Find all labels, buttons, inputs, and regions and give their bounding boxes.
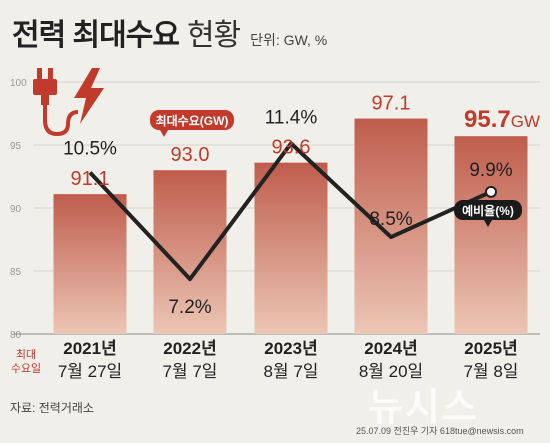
y-tick-label: 95 (10, 141, 22, 152)
y-tick-label: 90 (10, 204, 22, 215)
bar-value-label: 97.1 (372, 93, 411, 115)
bar-2021년 (53, 194, 127, 334)
power-plug-lightning-icon (33, 68, 104, 137)
callout-text: 최대수요(GW) (156, 113, 229, 128)
chart-title-suffix: 현황 (186, 19, 241, 52)
rate-value-label: 9.9% (469, 160, 512, 181)
x-tick-label: 2024년 (364, 339, 417, 358)
source-note: 자료: 전력거래소 (10, 401, 94, 415)
rate-value-label: 11.4% (265, 107, 318, 128)
callout-text: 예비율(%) (462, 203, 514, 218)
y-tick-label: 80 (10, 330, 22, 341)
x-tick-label: 2025년 (464, 339, 517, 358)
chart-title: 전력 최대수요 (12, 19, 180, 52)
y-tick-label: 85 (10, 267, 22, 278)
date-label: 7월 27일 (58, 362, 122, 381)
date-label: 7월 7일 (163, 362, 218, 381)
rate-value-label: 7.2% (168, 297, 211, 318)
x-tick-label: 2022년 (163, 339, 216, 358)
row-label: 수요일 (11, 361, 41, 375)
demand-callout: 최대수요(GW) (150, 110, 234, 137)
unit-label: 단위: GW, % (250, 32, 328, 48)
callout-box (454, 200, 522, 220)
x-tick-label: 2023년 (264, 339, 317, 358)
bar-value-label: 93.0 (171, 144, 210, 166)
callout-pointer (484, 220, 492, 227)
newsis-watermark: 뉴시스 (368, 385, 479, 429)
date-label: 8월 7일 (264, 362, 319, 381)
x-tick-label: 2021년 (63, 339, 116, 358)
date-label: 8월 20일 (359, 362, 423, 381)
bar-value-label: 93.6 (272, 137, 311, 159)
bar-2023년 (254, 162, 328, 334)
row-label: 최대 (16, 348, 36, 361)
bar-2025년 (454, 136, 528, 334)
credit-note: 25.07.09 전진우 기자 618tue@newsis.com (356, 426, 524, 436)
title-block: 전력 최대수요 현황 단위: GW, % (12, 10, 327, 54)
reserve-rate-line (88, 141, 492, 282)
rate-value-label: 10.5% (63, 138, 117, 159)
reserve-rate-endpoint (485, 185, 497, 198)
bar-value-label: 91.1 (71, 168, 110, 190)
callout-box (150, 110, 234, 130)
rate-value-label: 8.5% (369, 209, 412, 230)
reserve-callout: 예비율(%) (454, 200, 522, 227)
callout-pointer (160, 130, 168, 137)
bar-value-label: 95.7GW (464, 106, 540, 133)
date-label: 7월 8일 (464, 362, 519, 381)
y-tick-label: 100 (10, 78, 27, 89)
